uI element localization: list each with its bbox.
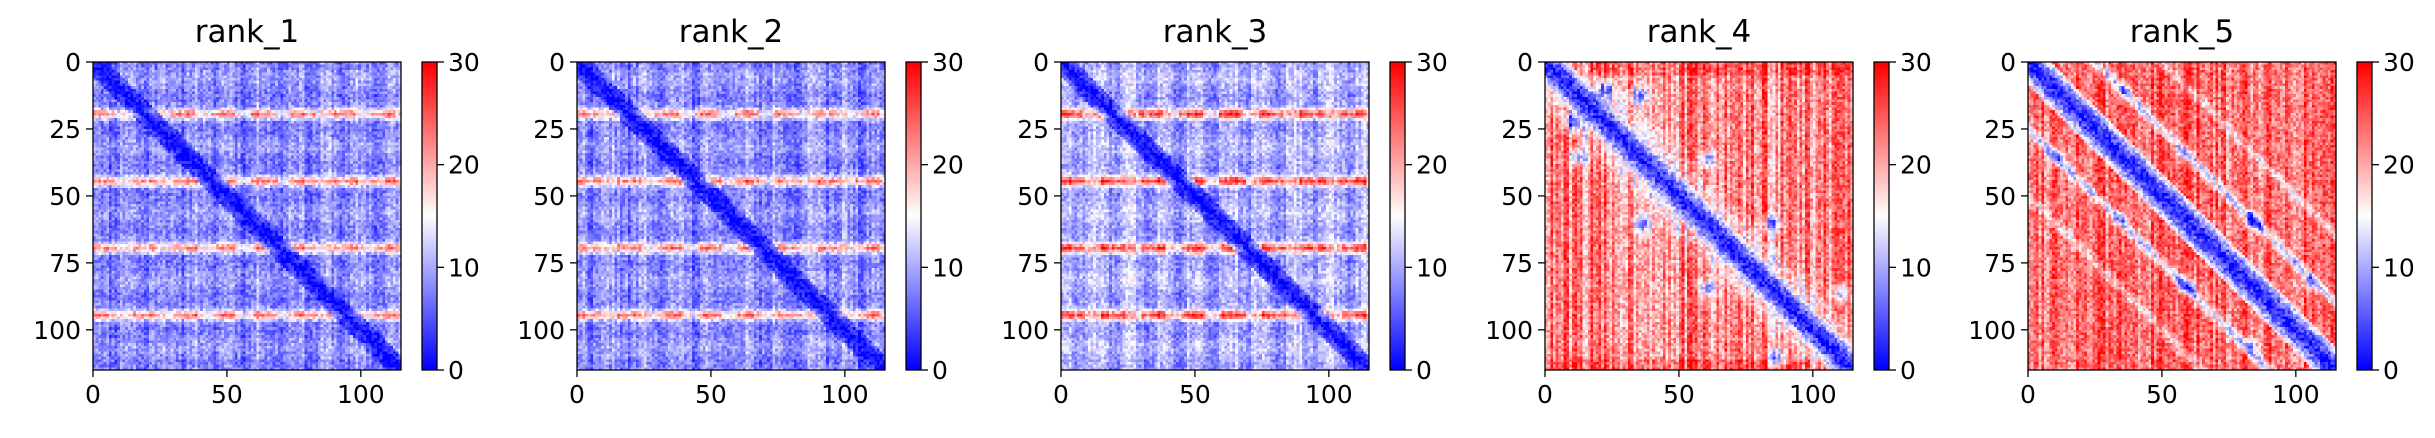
y-tick-label: 0 [65, 48, 81, 77]
panel-4: rank_4 0 50 100 0 25 50 75 100 0 10 20 30 [1485, 14, 1932, 409]
panel-title: rank_5 [2130, 14, 2235, 50]
colorbar-tick-label: 0 [1416, 356, 1432, 385]
y-tick-label: 100 [1968, 316, 2016, 345]
panel-title: rank_3 [1163, 14, 1268, 50]
heatmap-image [1061, 62, 1369, 370]
y-tick-label: 100 [1001, 316, 1049, 345]
y-tick-label: 50 [1501, 182, 1533, 211]
colorbar [422, 62, 437, 370]
x-tick-label: 0 [569, 380, 585, 409]
colorbar [1874, 62, 1889, 370]
x-tick-label: 50 [2146, 380, 2178, 409]
x-tick-label: 50 [1179, 380, 1211, 409]
axes-frame [576, 61, 886, 371]
x-tick-label: 0 [1537, 380, 1553, 409]
colorbar-tick-label: 30 [448, 48, 480, 77]
x-tick-label: 0 [2020, 380, 2036, 409]
colorbar-tick-label: 30 [1900, 48, 1932, 77]
panel-title: rank_2 [679, 14, 784, 50]
colorbar-tick-label: 30 [2383, 48, 2415, 77]
panel-title: rank_4 [1647, 14, 1752, 50]
x-tick-label: 100 [1305, 380, 1353, 409]
colorbar-tick-label: 10 [2383, 253, 2415, 282]
y-tick-label: 75 [49, 249, 81, 278]
y-tick-label: 0 [1517, 48, 1533, 77]
y-tick-label: 75 [1501, 249, 1533, 278]
colorbar-frame [2356, 61, 2373, 371]
y-tick-label: 50 [49, 182, 81, 211]
colorbar-frame [1873, 61, 1890, 371]
x-tick-label: 100 [821, 380, 869, 409]
colorbar-tick-label: 10 [932, 253, 964, 282]
y-tick-label: 25 [533, 115, 565, 144]
colorbar-tick-label: 20 [1900, 151, 1932, 180]
x-tick-label: 0 [1053, 380, 1069, 409]
heatmap-image [1545, 62, 1853, 370]
colorbar-frame [1389, 61, 1406, 371]
y-tick-label: 50 [1984, 182, 2016, 211]
axes-frame [2027, 61, 2337, 371]
panel-3: rank_3 0 50 100 0 25 50 75 100 0 10 20 30 [1001, 14, 1448, 409]
x-tick-label: 50 [1663, 380, 1695, 409]
colorbar-frame [905, 61, 922, 371]
colorbar [906, 62, 921, 370]
y-tick-label: 75 [533, 249, 565, 278]
y-tick-label: 50 [533, 182, 565, 211]
panel-title: rank_1 [195, 14, 300, 50]
colorbar-tick-label: 0 [932, 356, 948, 385]
heatmap-image [93, 62, 401, 370]
colorbar-tick-label: 20 [2383, 151, 2415, 180]
colorbar [1390, 62, 1405, 370]
y-tick-label: 25 [1501, 115, 1533, 144]
heatmap-image [2028, 62, 2336, 370]
y-tick-label: 100 [33, 316, 81, 345]
panel-1: rank_1 0 50 100 0 25 50 75 100 0 10 20 30 [33, 14, 480, 409]
y-tick-label: 0 [1033, 48, 1049, 77]
y-tick-label: 25 [1017, 115, 1049, 144]
y-tick-label: 25 [1984, 115, 2016, 144]
colorbar-tick-label: 10 [1416, 253, 1448, 282]
y-tick-label: 75 [1017, 249, 1049, 278]
axes-frame [1060, 61, 1370, 371]
x-tick-label: 100 [337, 380, 385, 409]
colorbar-tick-label: 0 [448, 356, 464, 385]
colorbar-tick-label: 20 [932, 151, 964, 180]
colorbar-tick-label: 20 [1416, 151, 1448, 180]
y-tick-label: 100 [517, 316, 565, 345]
y-tick-label: 100 [1485, 316, 1533, 345]
y-tick-label: 25 [49, 115, 81, 144]
x-tick-label: 50 [695, 380, 727, 409]
x-tick-label: 50 [211, 380, 243, 409]
panel-2: rank_2 0 50 100 0 25 50 75 100 0 10 20 30 [517, 14, 964, 409]
colorbar-tick-label: 10 [448, 253, 480, 282]
y-tick-label: 0 [549, 48, 565, 77]
x-tick-label: 100 [1789, 380, 1837, 409]
colorbar-tick-label: 10 [1900, 253, 1932, 282]
x-tick-label: 0 [85, 380, 101, 409]
axes-frame [1544, 61, 1854, 371]
y-tick-label: 75 [1984, 249, 2016, 278]
heatmap-image [577, 62, 885, 370]
colorbar-tick-label: 0 [2383, 356, 2399, 385]
axes-frame [92, 61, 402, 371]
colorbar-tick-label: 30 [932, 48, 964, 77]
y-tick-label: 50 [1017, 182, 1049, 211]
y-tick-label: 0 [2000, 48, 2016, 77]
x-tick-label: 100 [2272, 380, 2320, 409]
colorbar [2357, 62, 2372, 370]
colorbar-tick-label: 30 [1416, 48, 1448, 77]
colorbar-frame [421, 61, 438, 371]
panel-5: rank_5 0 50 100 0 25 50 75 100 0 10 20 30 [1968, 14, 2415, 409]
colorbar-tick-label: 0 [1900, 356, 1916, 385]
colorbar-tick-label: 20 [448, 151, 480, 180]
